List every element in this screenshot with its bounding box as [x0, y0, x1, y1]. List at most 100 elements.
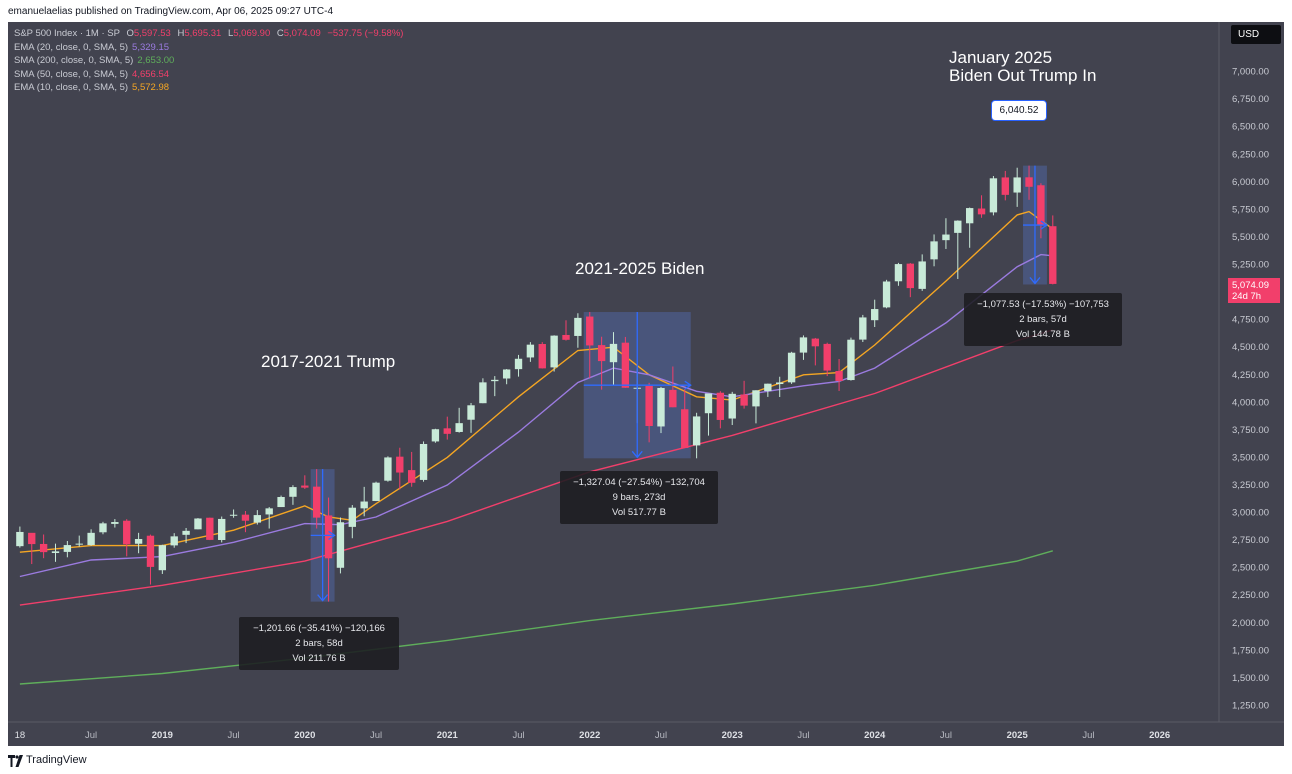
price-chart-svg[interactable]: 7,000.00 6,750.00 6,500.00 6,250.00 6,000.00…: [8, 22, 1284, 746]
candle-body: [681, 409, 689, 448]
candle-body: [324, 515, 333, 559]
candle-body: [752, 390, 760, 407]
candle-body: [906, 263, 914, 289]
y-tick-label: 6,500.00: [1232, 122, 1269, 133]
candle-body: [206, 517, 214, 540]
x-tick-label: Jul: [228, 730, 240, 741]
candle-body: [918, 261, 926, 289]
candle-body: [609, 343, 618, 363]
candle-body: [301, 485, 309, 488]
y-tick-label: 5,500.00: [1232, 232, 1269, 243]
candle-body: [39, 543, 48, 553]
candle-body: [871, 309, 879, 321]
chart-area[interactable]: 7,000.00 6,750.00 6,500.00 6,250.00 6,000.00…: [8, 22, 1284, 746]
x-tick-label: 18: [15, 730, 26, 741]
x-tick-label: 2022: [579, 730, 600, 741]
measure-2020-bars: 2 bars, 58d: [295, 638, 343, 649]
candle-body: [99, 523, 107, 533]
measure-2022-change: −1,327.04 (−27.54%) −132,704: [573, 477, 705, 488]
measure-2025-bars: 2 bars, 57d: [1019, 314, 1067, 325]
y-tick-label: 5,750.00: [1232, 204, 1269, 215]
tradingview-brand[interactable]: TradingView: [26, 754, 87, 766]
candle-body: [63, 545, 72, 552]
tradingview-logo-icon[interactable]: [8, 755, 24, 767]
candle-body: [835, 371, 843, 381]
candle-body: [372, 482, 380, 501]
measure-h-arrowhead: [328, 530, 336, 540]
legend-change: −537.75 (−9.58%): [327, 28, 404, 39]
y-axis: 7,000.00 6,750.00 6,500.00 6,250.00 6,000.00…: [1232, 67, 1269, 712]
candle-layer: [16, 165, 1057, 602]
footer: TradingView: [0, 746, 1292, 774]
measure-layer: [310, 165, 1047, 602]
candle-body: [170, 536, 178, 546]
annotation-jan2025-line1: January 2025: [949, 48, 1053, 67]
publisher-text: emanuelaelias published on TradingView.c…: [8, 6, 334, 17]
candle-body: [479, 382, 487, 404]
candle-body: [894, 264, 903, 282]
header-bar: emanuelaelias published on TradingView.c…: [0, 0, 1292, 22]
candle-body: [313, 486, 321, 518]
candle-body: [740, 394, 748, 406]
last-price-value: 5,074.09: [1232, 280, 1269, 291]
candle-body: [348, 507, 356, 527]
candle-body: [1013, 177, 1021, 193]
candle-body: [716, 392, 725, 420]
legend-ema10: EMA (10, close, 0, SMA, 5) 5,572.98: [14, 81, 403, 95]
annotation-biden: 2021-2025 Biden: [575, 259, 705, 278]
candle-body: [241, 514, 250, 521]
candle-body: [419, 443, 428, 480]
legend-close-label: C: [276, 28, 284, 39]
legend-ema20-label: EMA (20, close, 0, SMA, 5): [14, 41, 129, 53]
measure-label-2022: −1,327.04 (−27.54%) −132,704 9 bars, 273…: [560, 471, 718, 524]
measure-2022-bars: 9 bars, 273d: [612, 492, 666, 503]
y-tick-label: 2,250.00: [1232, 590, 1269, 601]
candle-body: [396, 456, 404, 473]
x-tick-label: Jul: [797, 730, 809, 741]
candle-body: [692, 416, 701, 446]
measure-arrowhead: [317, 594, 329, 602]
indicator-line: [19, 550, 1053, 685]
candle-body: [669, 389, 677, 408]
y-tick-label: 3,000.00: [1232, 508, 1269, 519]
x-tick-label: Jul: [655, 730, 667, 741]
candle-body: [277, 497, 285, 508]
legend-ema10-value: 5,572.98: [132, 82, 170, 93]
candle-body: [360, 501, 368, 509]
candle-body: [407, 470, 416, 483]
legend-close: 5,074.09: [283, 28, 321, 39]
x-tick-label: Jul: [512, 730, 524, 741]
last-price-countdown: 24d 7h: [1232, 291, 1262, 302]
candle-body: [443, 428, 451, 434]
candle-body: [728, 393, 736, 419]
y-tick-label: 5,250.00: [1232, 260, 1269, 271]
x-tick-label: Jul: [370, 730, 382, 741]
legend-sma200: SMA (200, close, 0, SMA, 5) 2,653.00: [14, 54, 403, 68]
y-tick-label: 1,500.00: [1232, 673, 1269, 684]
candle-body: [51, 551, 60, 554]
currency-button[interactable]: USD: [1231, 25, 1281, 44]
candle-body: [764, 383, 772, 392]
candle-body: [562, 334, 570, 340]
candle-body: [265, 508, 273, 515]
measure-h-arrowhead: [684, 380, 692, 390]
last-price-tag: 5,074.09 24d 7h: [1228, 278, 1280, 303]
candle-body: [574, 317, 582, 336]
measure-2025-volume: Vol 144.78 B: [1016, 329, 1070, 340]
candle-body: [977, 208, 986, 215]
indicator-line: [19, 210, 1054, 553]
candle-body: [550, 335, 558, 368]
candle-body: [586, 316, 594, 346]
candle-body: [882, 281, 891, 308]
candle-body: [514, 358, 523, 370]
x-tick-label: 2023: [722, 730, 743, 741]
candle-body: [538, 344, 546, 369]
candle-body: [75, 543, 83, 545]
y-tick-label: 4,500.00: [1232, 342, 1269, 353]
candle-body: [859, 317, 867, 340]
candle-body: [111, 522, 119, 524]
candle-body: [123, 520, 131, 545]
candle-body: [704, 393, 713, 414]
candle-body: [847, 339, 855, 381]
y-tick-label: 2,750.00: [1232, 535, 1269, 546]
